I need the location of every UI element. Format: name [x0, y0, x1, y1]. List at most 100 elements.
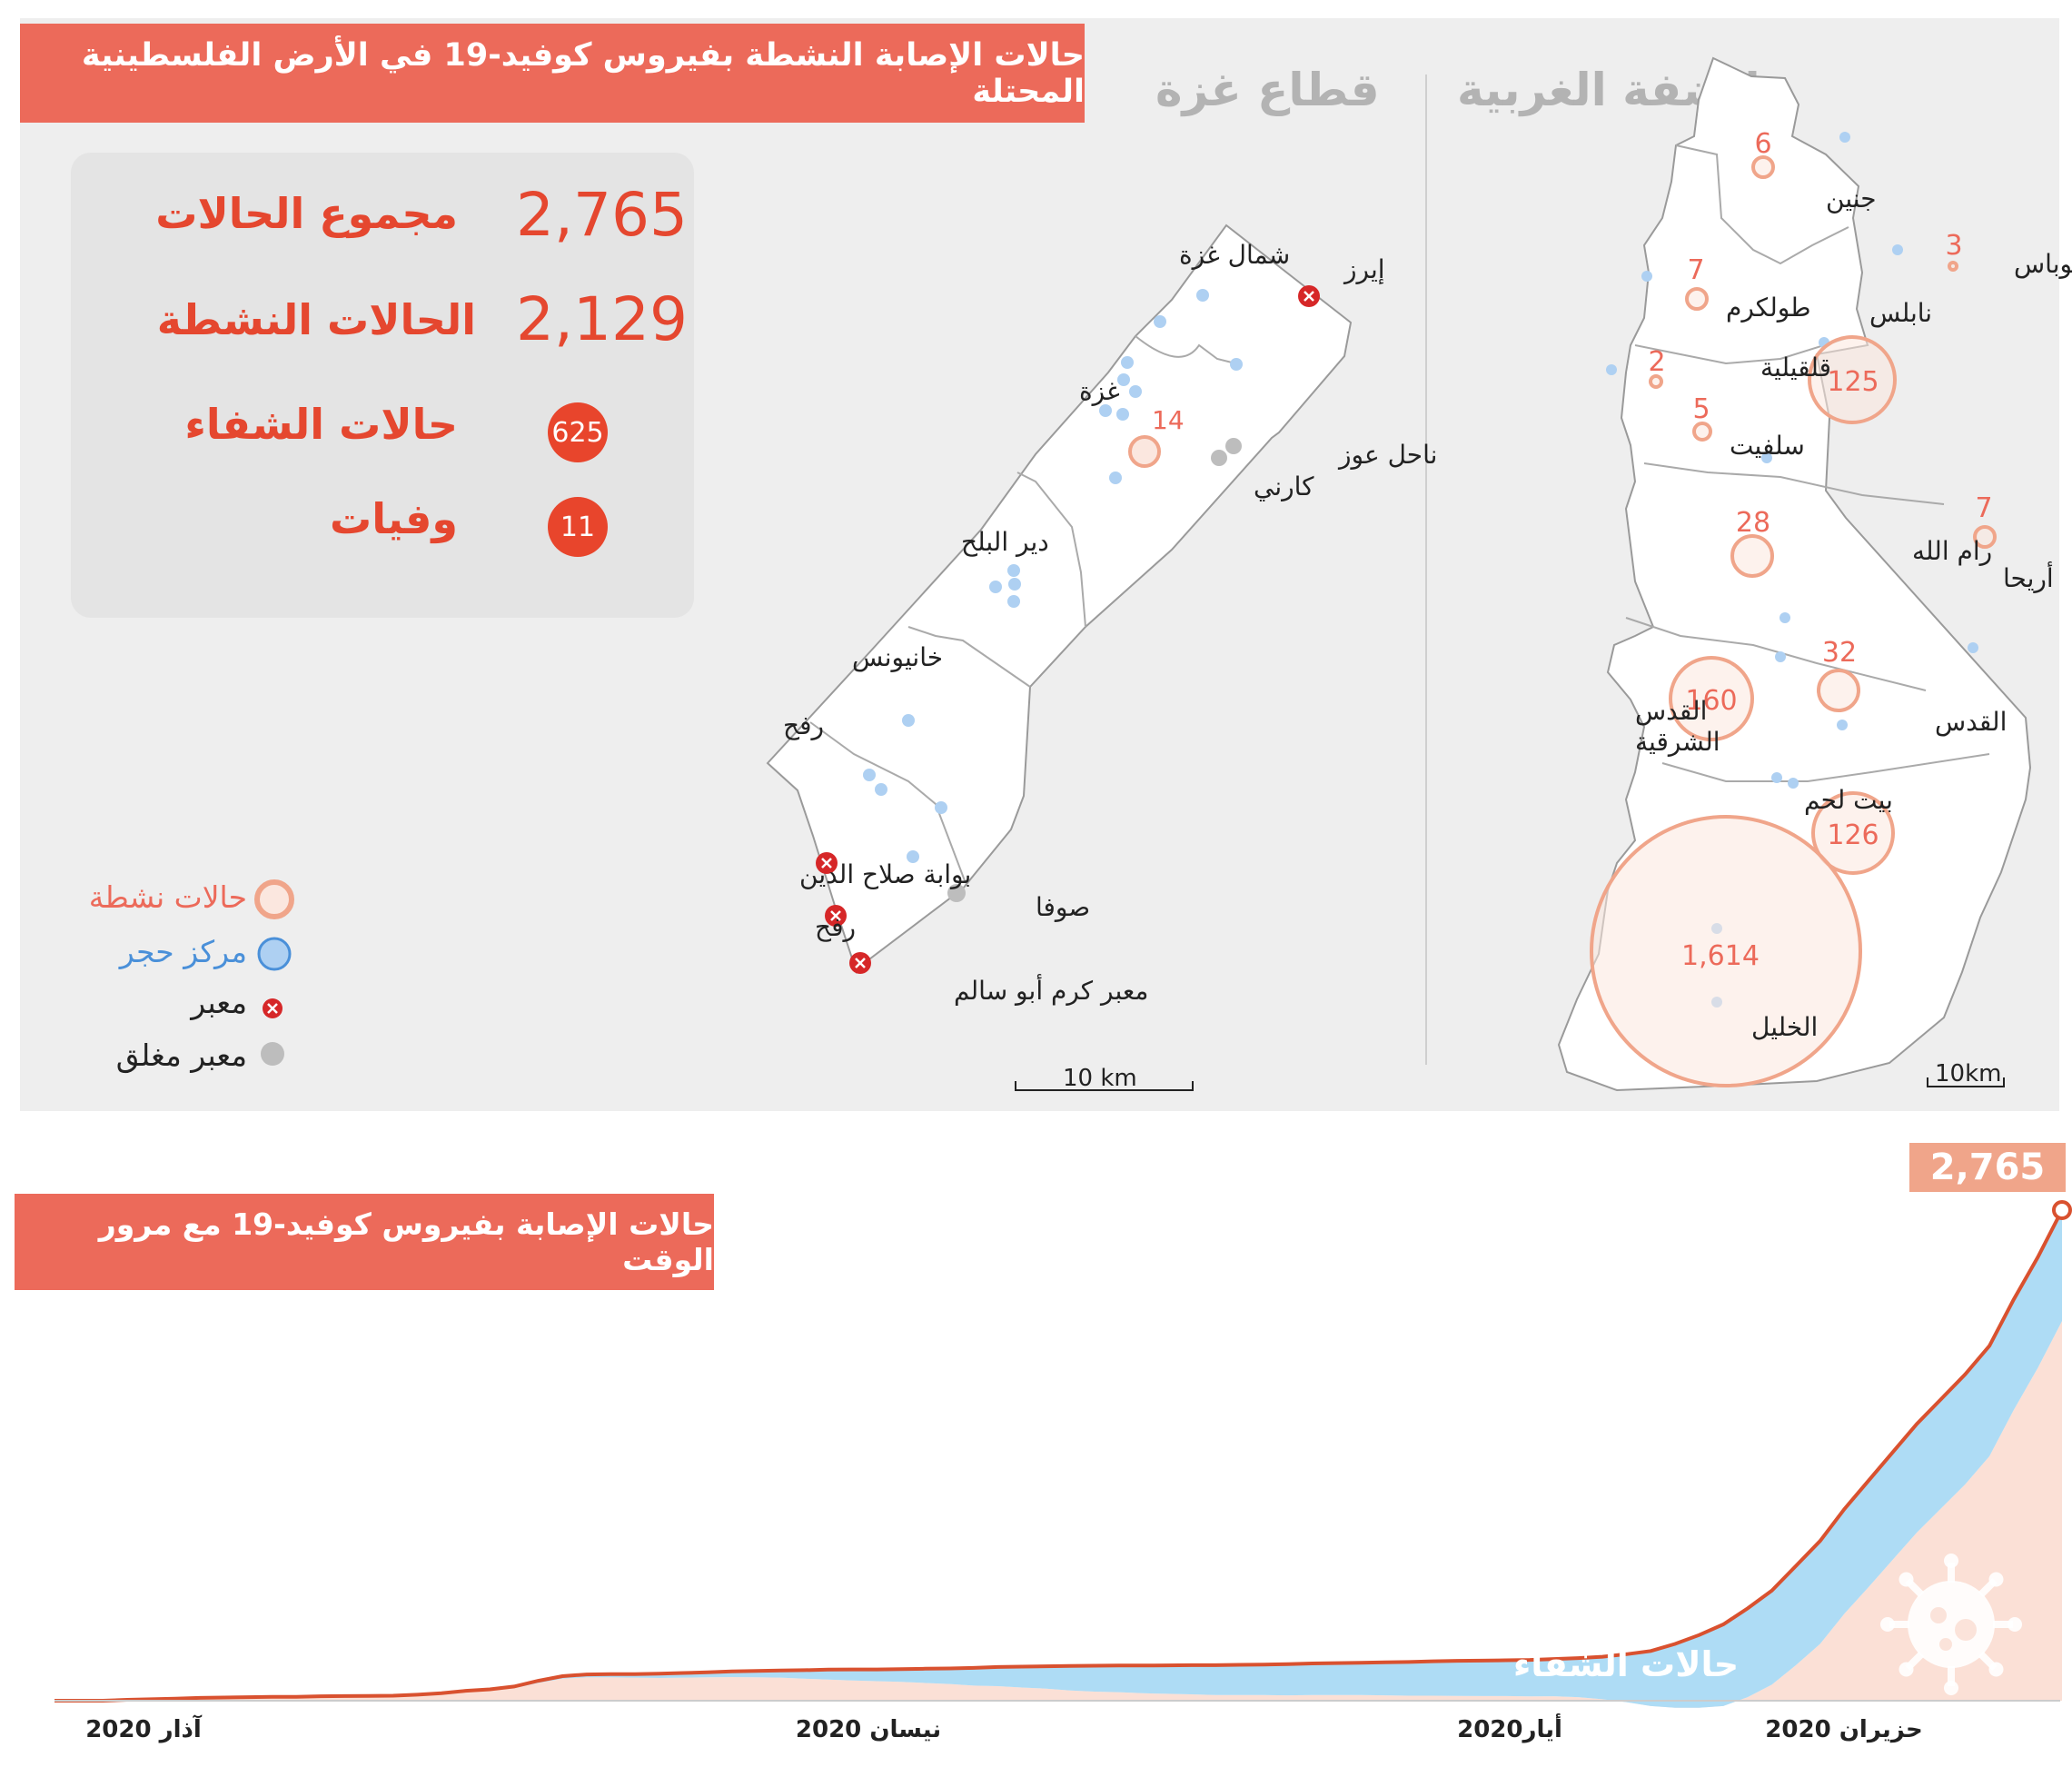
legend-quarantine-circle: [257, 937, 292, 971]
label-ramallah: رام الله: [1912, 536, 1992, 566]
gaza-scale-label: 10 km: [1063, 1065, 1137, 1092]
legend-closed-crossing-icon: [261, 1042, 284, 1066]
count-bethlehem: 126: [1827, 819, 1879, 851]
active-circle-jerusalem: [1817, 669, 1860, 712]
total-cases-callout: 2,765: [1909, 1143, 2066, 1192]
quarantine-dot: [1968, 642, 1978, 653]
gaza-scale-bar: 10 km: [1015, 1065, 1194, 1092]
nahal-oz-closed-icon: [1225, 438, 1242, 454]
total-cases-callout-value: 2,765: [1929, 1147, 2046, 1188]
west-bank-scale-label: 10km: [1935, 1060, 2001, 1087]
sufa-closed-icon: [947, 884, 966, 902]
quarantine-dot: [902, 714, 915, 727]
active-circle-jenin: [1751, 155, 1775, 179]
label-north-gaza: شمال غزة: [1179, 240, 1290, 270]
label-salfit: سلفيت: [1730, 431, 1805, 461]
label-tulkarm: طولكرم: [1726, 293, 1811, 323]
label-gaza: غزة: [1079, 376, 1120, 406]
label-rafah-crossing: رفح: [815, 912, 856, 942]
total-cases-label: مجموع الحالات: [155, 189, 458, 238]
count-hebron: 1,614: [1681, 940, 1760, 972]
salah-al-din-crossing-icon: [816, 852, 838, 874]
total-cases-value: 2,765: [516, 180, 688, 250]
quarantine-dot: [1771, 772, 1782, 783]
label-jenin: جنين: [1826, 184, 1877, 213]
label-nablus: نابلس: [1869, 298, 1932, 328]
kerem-shalom-crossing-icon: [849, 952, 871, 974]
count-jerusalem: 32: [1822, 637, 1857, 669]
chart-title-text: حالات الإصابة بفيروس كوفيد-19 مع مرور ال…: [98, 1206, 714, 1277]
label-jericho: أريحا: [2003, 561, 2054, 593]
west-bank-scale-bar: 10km: [1927, 1060, 2005, 1087]
quarantine-dot: [1007, 564, 1020, 577]
count-tulkarm: 7: [1687, 254, 1704, 286]
gaza-quarantine-centers: [863, 289, 1243, 863]
quarantine-dot: [1007, 595, 1020, 608]
west-bank-active-circles: [1590, 155, 1997, 1087]
label-east-jerusalem-line1: القدس: [1635, 696, 1707, 726]
count-jenin: 6: [1754, 128, 1771, 160]
quarantine-dot: [1230, 358, 1243, 371]
active-cases-value: 2,129: [516, 284, 688, 354]
quarantine-dot: [1117, 373, 1130, 386]
quarantine-dot: [1839, 132, 1850, 143]
count-qalqilya: 2: [1648, 346, 1665, 378]
count-east-jerusalem: 160: [1685, 685, 1737, 717]
erez-crossing-icon: [1298, 285, 1320, 307]
deaths-badge: 11: [548, 497, 608, 557]
quarantine-dot: [1196, 289, 1209, 302]
legend-closed-crossing-label: معبر مغلق: [115, 1037, 247, 1073]
x-label-may: أيار2020: [1457, 1713, 1562, 1743]
quarantine-dot: [1761, 452, 1772, 463]
gaza-active-circle: [1128, 435, 1161, 468]
label-east-jerusalem-line2: الشرقية: [1635, 727, 1720, 757]
count-nablus: 125: [1827, 366, 1879, 398]
x-label-april: نيسان 2020: [796, 1716, 941, 1743]
label-karni: كارني: [1254, 472, 1314, 501]
label-qalqilya: قلقيلية: [1760, 352, 1831, 382]
count-tubas: 3: [1945, 230, 1962, 262]
active-circle-east-jerusalem: [1669, 656, 1754, 741]
label-bethlehem: بيت لحم: [1804, 785, 1893, 815]
quarantine-dot: [1837, 720, 1848, 730]
label-salah-al-din: بوابة صلاح الدين: [799, 859, 971, 889]
label-erez: إيرز: [1343, 254, 1385, 284]
virus-icon: [1880, 1554, 2022, 1695]
active-circle-salfit: [1692, 422, 1712, 442]
active-cases-label: الحالات النشطة: [156, 295, 476, 344]
count-ramallah: 28: [1736, 507, 1770, 539]
quarantine-dot: [1099, 404, 1112, 417]
map-title-text: حالات الإصابة النشطة بفيروس كوفيد-19 في …: [81, 36, 1085, 110]
gaza-region-title: قطاع غزة: [1155, 64, 1380, 116]
x-label-june: حزيران 2020: [1765, 1716, 1922, 1743]
map-title: حالات الإصابة النشطة بفيروس كوفيد-19 في …: [20, 24, 1085, 123]
quarantine-dot: [935, 801, 947, 814]
quarantine-dot: [1641, 271, 1652, 282]
quarantine-dot: [1154, 315, 1166, 328]
active-circle-bethlehem: [1811, 791, 1895, 875]
quarantine-dot: [1129, 385, 1142, 398]
legend-crossing-icon: [263, 998, 283, 1018]
legend-active-label: حالات نشطة: [88, 879, 247, 915]
quarantine-dot: [1892, 244, 1903, 255]
count-salfit: 5: [1692, 393, 1710, 425]
legend-active-circle: [254, 879, 294, 919]
recovered-badge: 625: [548, 402, 608, 462]
label-hebron: الخليل: [1751, 1012, 1818, 1042]
map-layer: شمال غزة إيرز غزة ناحل عوز كارني دير الب…: [254, 56, 2072, 1092]
quarantine-dot: [1788, 778, 1799, 789]
count-jericho: 7: [1975, 492, 1992, 524]
quarantine-dot: [863, 769, 876, 781]
total-cases-end-point: [2052, 1200, 2072, 1220]
label-kerem-shalom: معبر كرم أبو سالم: [954, 973, 1148, 1006]
active-cases-area: [55, 1321, 2062, 1708]
active-circle-tulkarm: [1685, 287, 1709, 311]
quarantine-dot: [1121, 356, 1134, 369]
active-circle-hebron: [1590, 815, 1862, 1087]
label-jerusalem: القدس: [1935, 707, 2007, 737]
active-circle-nablus: [1808, 335, 1897, 424]
recovered-area-label: حالات الشفاء: [1513, 1644, 1739, 1684]
quarantine-dot: [989, 581, 1002, 593]
x-label-march: آذار 2020: [85, 1714, 203, 1743]
chart-title: حالات الإصابة بفيروس كوفيد-19 مع مرور ال…: [15, 1194, 714, 1290]
